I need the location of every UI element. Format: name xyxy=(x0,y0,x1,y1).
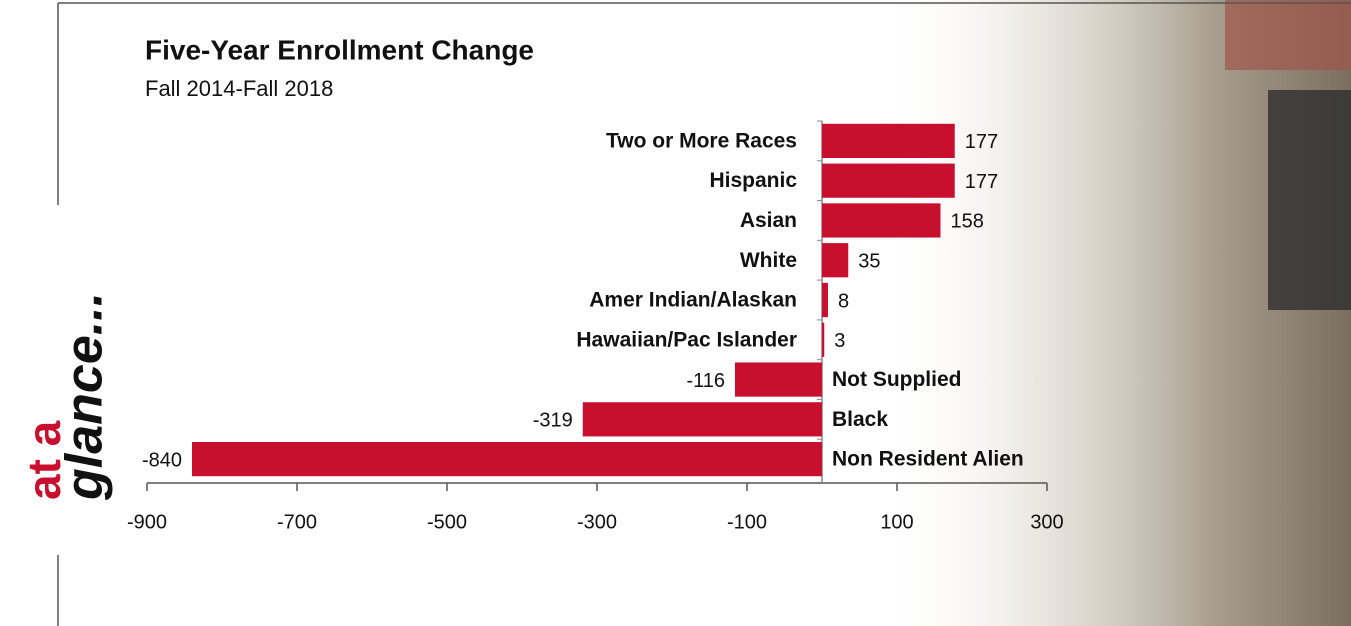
bar xyxy=(822,243,849,278)
value-label: 177 xyxy=(965,171,998,193)
bar xyxy=(822,123,955,158)
bar xyxy=(192,442,822,477)
category-label: White xyxy=(740,249,797,272)
background-monument xyxy=(1268,90,1351,310)
value-label: 177 xyxy=(965,131,998,153)
bar xyxy=(822,163,955,198)
brand-text: glance... xyxy=(56,292,114,501)
x-tick-label: 300 xyxy=(1030,511,1063,533)
value-label: 8 xyxy=(838,290,849,312)
value-label: -319 xyxy=(533,410,573,432)
x-tick-label: -300 xyxy=(577,511,617,533)
chart-title: Five-Year Enrollment Change xyxy=(145,34,534,65)
value-label: 35 xyxy=(858,251,880,273)
bar xyxy=(735,362,822,397)
bar xyxy=(582,402,822,437)
x-tick-label: -900 xyxy=(127,511,167,533)
x-tick-label: 100 xyxy=(880,511,913,533)
category-label: Amer Indian/Alaskan xyxy=(589,289,797,312)
category-label: Hispanic xyxy=(709,169,797,192)
x-tick-label: -700 xyxy=(277,511,317,533)
category-label: Non Resident Alien xyxy=(832,448,1024,471)
bar xyxy=(822,282,828,318)
category-label: Two or More Races xyxy=(606,129,797,152)
category-label: Not Supplied xyxy=(832,368,962,391)
value-label: -116 xyxy=(686,370,725,392)
background-building xyxy=(1225,0,1351,70)
bar xyxy=(822,203,941,238)
value-label: 158 xyxy=(951,211,984,233)
brand-text: at a xyxy=(18,420,70,500)
category-label: Black xyxy=(832,408,888,431)
x-tick-label: -100 xyxy=(727,511,767,533)
bar xyxy=(822,322,825,357)
value-label: 3 xyxy=(834,330,845,352)
value-label: -840 xyxy=(142,449,182,471)
x-tick-label: -500 xyxy=(427,511,467,533)
category-label: Asian xyxy=(740,209,797,232)
chart-subtitle: Fall 2014-Fall 2018 xyxy=(145,76,333,101)
category-label: Hawaiian/Pac Islander xyxy=(576,328,797,351)
